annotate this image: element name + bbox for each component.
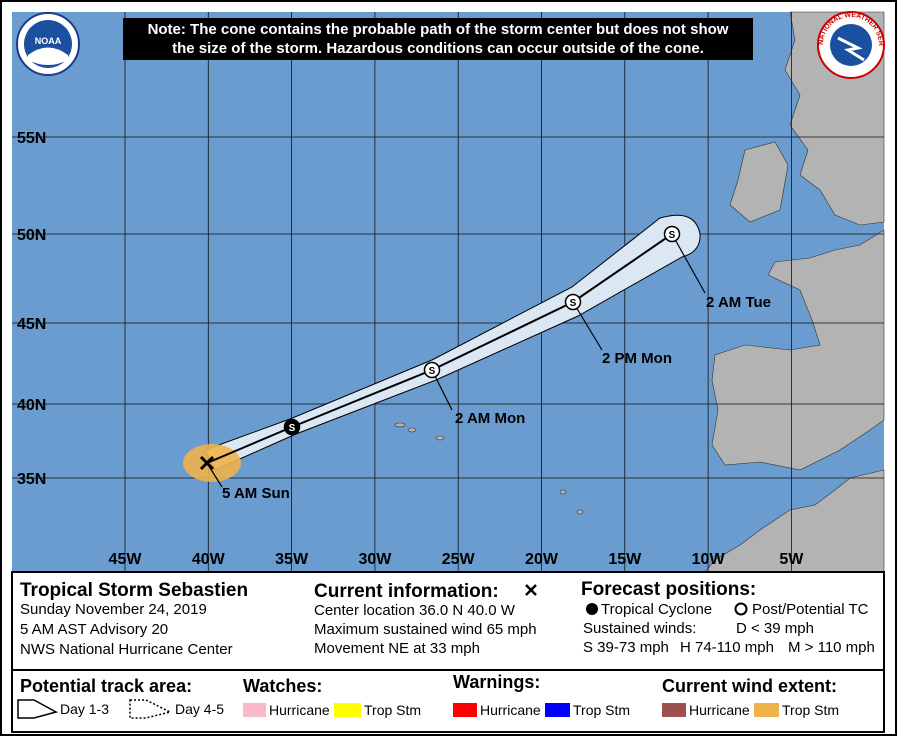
lat-labels: 55N 50N 45N 40N 35N <box>17 130 46 488</box>
legend-item: Hurricane <box>269 702 330 718</box>
swatch <box>754 703 779 717</box>
note-line: Note: The cone contains the probable pat… <box>148 21 729 38</box>
map: 55N 50N 45N 40N 35N 45W 40W 35W 30W 25W 20W 15W 10W… <box>12 11 885 573</box>
legend-item: Trop Stm <box>364 702 421 718</box>
lon-label: 40W <box>192 551 226 568</box>
legend-item: Hurricane <box>480 702 541 718</box>
forecast-point <box>423 361 441 379</box>
lon-label: 5W <box>779 551 804 568</box>
point-symbol: S <box>429 366 436 377</box>
lon-label: 30W <box>358 551 392 568</box>
swatch <box>243 703 266 717</box>
forecast-points: S S 2 AM Mon S 2 PM Mon S 2 AM Tue <box>283 225 771 436</box>
day45-icon <box>129 699 173 719</box>
point-symbol: S <box>669 230 676 241</box>
current-line: Movement NE at 33 mph <box>314 640 480 657</box>
ocean <box>12 12 884 572</box>
legend-wind: Current wind extent: <box>662 676 837 696</box>
lon-label: 20W <box>525 551 559 568</box>
current-line: Maximum sustained wind 65 mph <box>314 621 537 638</box>
forecast-point <box>564 293 582 311</box>
land-ireland <box>729 141 789 223</box>
forecast-point <box>663 225 681 243</box>
legend-day13: Day 1-3 <box>60 701 109 717</box>
noaa-text: NOAA <box>35 36 62 46</box>
islands <box>394 422 584 515</box>
forecast-h: H 74-110 mph <box>680 639 774 656</box>
swatch <box>545 703 570 717</box>
point-symbol: S <box>570 298 577 309</box>
land-europe <box>711 229 885 471</box>
legend-item: Trop Stm <box>782 702 839 718</box>
current-x-icon <box>525 584 537 596</box>
point-label: 2 AM Tue <box>706 294 771 311</box>
lon-label: 15W <box>608 551 642 568</box>
forecast-sustained: Sustained winds: <box>583 620 696 637</box>
forecast-m: M > 110 mph <box>788 639 875 656</box>
swatch <box>334 703 361 717</box>
info-center: NWS National Hurricane Center <box>20 641 233 658</box>
note-line: the size of the storm. Hazardous conditi… <box>172 40 704 57</box>
noaa-logo: NOAA <box>16 12 80 76</box>
forecast-tropical: Tropical Cyclone <box>601 601 712 618</box>
point-label: 2 AM Mon <box>455 410 525 427</box>
lat-label: 55N <box>17 130 46 147</box>
legend-warnings: Warnings: <box>453 672 540 692</box>
current-line: Center location 36.0 N 40.0 W <box>314 602 516 619</box>
point-symbol: S <box>289 423 296 434</box>
current-heading: Current information: <box>314 581 499 602</box>
day13-icon <box>17 699 58 719</box>
lon-labels: 45W 40W 35W 30W 25W 20W 15W 10W 5W <box>109 551 805 568</box>
swatch <box>662 703 686 717</box>
lon-label: 45W <box>109 551 143 568</box>
info-advisory: 5 AM AST Advisory 20 <box>20 621 168 638</box>
info-date: Sunday November 24, 2019 <box>20 601 207 618</box>
point-label: 2 PM Mon <box>602 350 672 367</box>
lon-label: 25W <box>442 551 476 568</box>
note-box <box>123 18 753 60</box>
forecast-post: Post/Potential TC <box>752 601 869 618</box>
swatch <box>453 703 477 717</box>
legend-item: Hurricane <box>689 702 750 718</box>
forecast-s: S 39-73 mph <box>583 639 669 656</box>
wind-extent <box>183 444 241 482</box>
current-position <box>199 455 215 471</box>
forecast-point <box>283 418 301 436</box>
post-icon <box>734 602 748 616</box>
lat-label: 35N <box>17 471 46 488</box>
tropical-icon <box>586 603 598 615</box>
legend-day45: Day 4-5 <box>175 701 224 717</box>
storm-title: Tropical Storm Sebastien <box>20 580 248 601</box>
lat-label: 40N <box>17 397 46 414</box>
lon-label: 10W <box>692 551 726 568</box>
current-label: 5 AM Sun <box>222 485 290 502</box>
legend-track: Potential track area: <box>20 676 192 696</box>
lon-label: 35W <box>275 551 309 568</box>
forecast-heading: Forecast positions: <box>581 579 756 600</box>
lat-label: 45N <box>17 316 46 333</box>
forecast-cone <box>204 214 701 471</box>
legend-watches: Watches: <box>243 676 322 696</box>
legend-item: Trop Stm <box>573 702 630 718</box>
forecast-d: D < 39 mph <box>736 620 814 637</box>
graticule <box>12 12 884 572</box>
lat-label: 50N <box>17 227 46 244</box>
